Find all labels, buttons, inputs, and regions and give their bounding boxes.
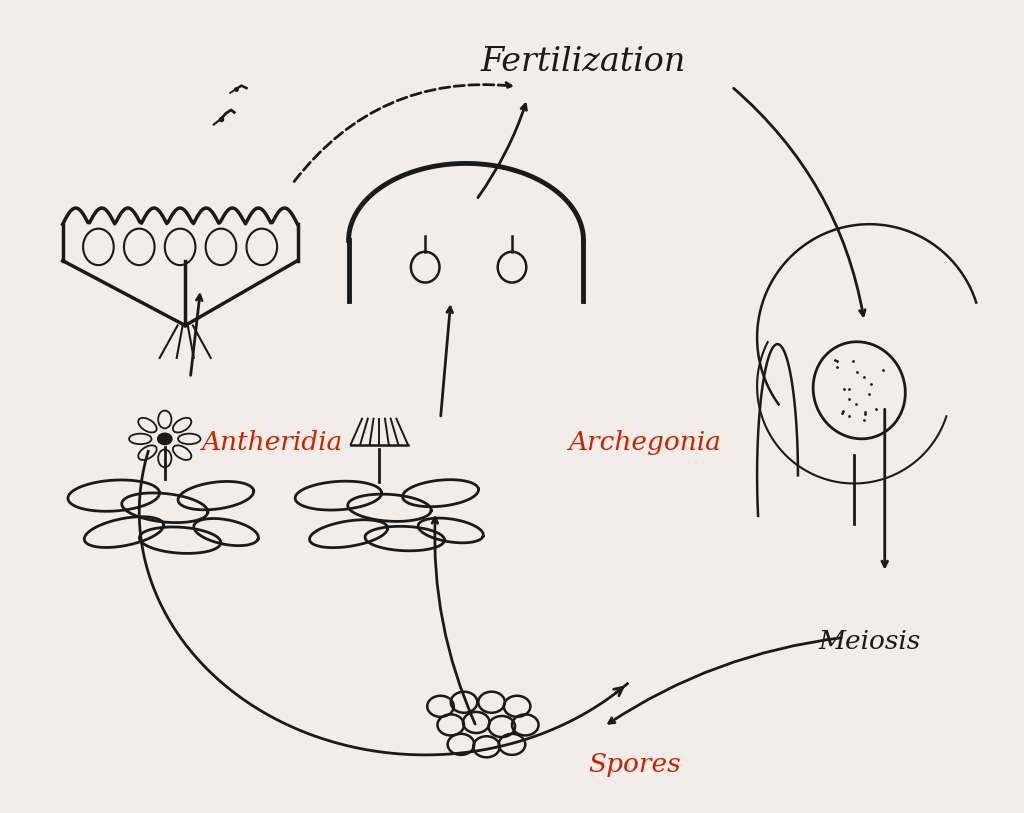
Circle shape xyxy=(158,433,172,445)
Text: Spores: Spores xyxy=(589,752,681,777)
Text: Meiosis: Meiosis xyxy=(818,629,921,654)
Text: Fertilization: Fertilization xyxy=(481,46,686,78)
Text: Antheridia: Antheridia xyxy=(201,430,342,455)
Text: Archegonia: Archegonia xyxy=(568,430,721,455)
